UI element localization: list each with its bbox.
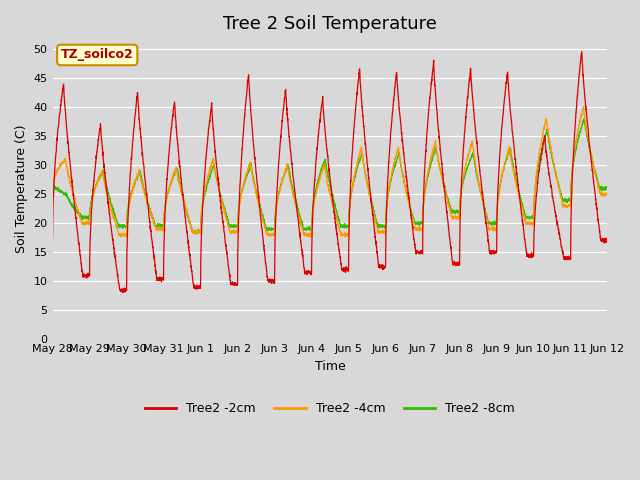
Legend: Tree2 -2cm, Tree2 -4cm, Tree2 -8cm: Tree2 -2cm, Tree2 -4cm, Tree2 -8cm	[140, 397, 520, 420]
Tree2 -8cm	[192, 231, 200, 237]
Tree2 -2cm	[112, 260, 120, 266]
Tree2 -4cm	[262, 226, 269, 232]
Tree2 -4cm	[305, 234, 313, 240]
Y-axis label: Soil Temperature (C): Soil Temperature (C)	[15, 124, 28, 252]
Tree2 -2cm	[145, 213, 153, 219]
Tree2 -4cm	[49, 184, 56, 190]
Tree2 -2cm	[604, 238, 611, 243]
X-axis label: Time: Time	[315, 360, 346, 373]
Tree2 -4cm	[533, 168, 541, 173]
Tree2 -8cm	[533, 171, 541, 177]
Tree2 -2cm	[120, 290, 127, 296]
Tree2 -2cm	[262, 261, 269, 266]
Tree2 -8cm	[580, 116, 588, 122]
Line: Tree2 -4cm: Tree2 -4cm	[52, 107, 607, 237]
Tree2 -8cm	[604, 185, 611, 191]
Tree2 -2cm	[593, 205, 601, 211]
Tree2 -4cm	[580, 104, 588, 110]
Line: Tree2 -2cm: Tree2 -2cm	[52, 52, 607, 293]
Tree2 -2cm	[578, 49, 586, 55]
Tree2 -4cm	[593, 178, 601, 184]
Line: Tree2 -8cm: Tree2 -8cm	[52, 119, 607, 234]
Tree2 -8cm	[49, 178, 56, 184]
Tree2 -4cm	[285, 175, 293, 180]
Tree2 -8cm	[112, 216, 120, 221]
Tree2 -4cm	[112, 222, 120, 228]
Tree2 -8cm	[262, 223, 269, 229]
Tree2 -2cm	[533, 189, 541, 194]
Tree2 -2cm	[49, 236, 56, 241]
Tree2 -8cm	[145, 201, 152, 207]
Tree2 -4cm	[145, 204, 152, 210]
Tree2 -8cm	[593, 176, 601, 182]
Tree2 -8cm	[285, 171, 293, 177]
Text: TZ_soilco2: TZ_soilco2	[61, 48, 134, 61]
Tree2 -2cm	[285, 139, 293, 144]
Tree2 -4cm	[604, 191, 611, 197]
Title: Tree 2 Soil Temperature: Tree 2 Soil Temperature	[223, 15, 437, 33]
